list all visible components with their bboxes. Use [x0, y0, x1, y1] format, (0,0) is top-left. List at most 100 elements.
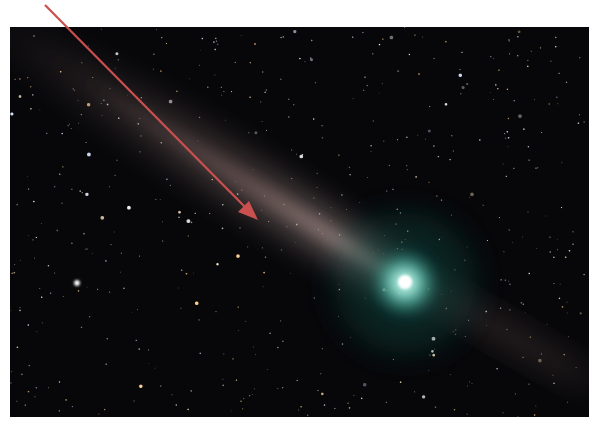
star: [347, 402, 349, 404]
star: [490, 56, 491, 57]
star: [166, 179, 168, 181]
star: [550, 61, 551, 62]
star: [81, 327, 82, 328]
star: [406, 136, 408, 138]
star: [467, 385, 468, 386]
star: [114, 232, 115, 233]
star: [105, 260, 107, 262]
star: [310, 58, 313, 61]
star: [504, 133, 505, 134]
star: [188, 235, 190, 237]
star: [469, 197, 470, 198]
star: [282, 341, 283, 342]
star: [370, 145, 371, 146]
star: [525, 312, 526, 313]
star: [61, 133, 63, 135]
star: [252, 394, 253, 395]
star: [346, 209, 347, 210]
star: [364, 76, 365, 77]
star: [441, 199, 442, 200]
star: [331, 207, 332, 208]
star: [231, 91, 232, 92]
star: [238, 330, 239, 331]
star: [465, 336, 466, 337]
star: [534, 414, 536, 416]
star: [238, 307, 239, 308]
star: [89, 316, 90, 317]
star: [254, 388, 255, 389]
star: [559, 298, 560, 299]
star: [148, 363, 149, 364]
star: [527, 60, 528, 61]
star: [461, 52, 462, 53]
star: [263, 272, 265, 274]
star: [187, 409, 189, 411]
star: [453, 150, 454, 151]
star: [528, 273, 529, 274]
star: [56, 230, 58, 232]
star: [116, 160, 117, 161]
star: [98, 414, 99, 415]
star: [547, 324, 548, 325]
star: [139, 348, 140, 349]
star: [338, 316, 339, 317]
star: [153, 69, 154, 70]
star: [30, 108, 32, 110]
star: [503, 413, 504, 414]
star: [302, 154, 303, 155]
star: [288, 99, 289, 100]
star: [59, 381, 60, 382]
star: [322, 348, 323, 349]
star: [33, 239, 34, 240]
star: [121, 253, 122, 254]
star: [311, 40, 313, 42]
star: [528, 159, 529, 160]
star: [536, 248, 537, 249]
star: [523, 128, 524, 129]
star: [148, 349, 149, 350]
star: [508, 146, 509, 147]
star: [162, 241, 163, 242]
star: [265, 256, 266, 257]
star: [127, 206, 131, 210]
star: [250, 62, 251, 63]
star: [13, 272, 15, 274]
star: [293, 104, 294, 105]
star: [190, 390, 192, 392]
star: [361, 398, 362, 399]
star: [561, 162, 562, 163]
star: [280, 79, 282, 81]
star: [438, 156, 439, 157]
star: [281, 249, 282, 250]
body: (() => { const g = document.getElementBy…: [0, 0, 589, 421]
star: [10, 112, 13, 115]
star: [115, 52, 118, 55]
star: [161, 37, 162, 38]
star: [397, 139, 398, 140]
star: [28, 365, 30, 367]
star: [162, 221, 163, 222]
star: [178, 211, 181, 214]
bright-star: [74, 280, 80, 286]
star: [557, 103, 558, 104]
star: [118, 59, 119, 60]
star: [379, 93, 380, 94]
star: [315, 82, 316, 83]
star: [429, 355, 430, 356]
star: [156, 29, 157, 30]
star: [10, 382, 12, 384]
star: [508, 39, 510, 41]
star: [191, 222, 193, 224]
star: [109, 291, 110, 292]
star: [200, 50, 201, 51]
star: [198, 319, 200, 321]
star: [199, 117, 200, 118]
star: [366, 85, 367, 86]
photo: [0, 0, 589, 417]
star: [529, 384, 530, 385]
star: [63, 296, 64, 297]
star: [195, 302, 199, 306]
star: [34, 396, 35, 397]
star: [509, 41, 510, 42]
star: [215, 38, 216, 39]
